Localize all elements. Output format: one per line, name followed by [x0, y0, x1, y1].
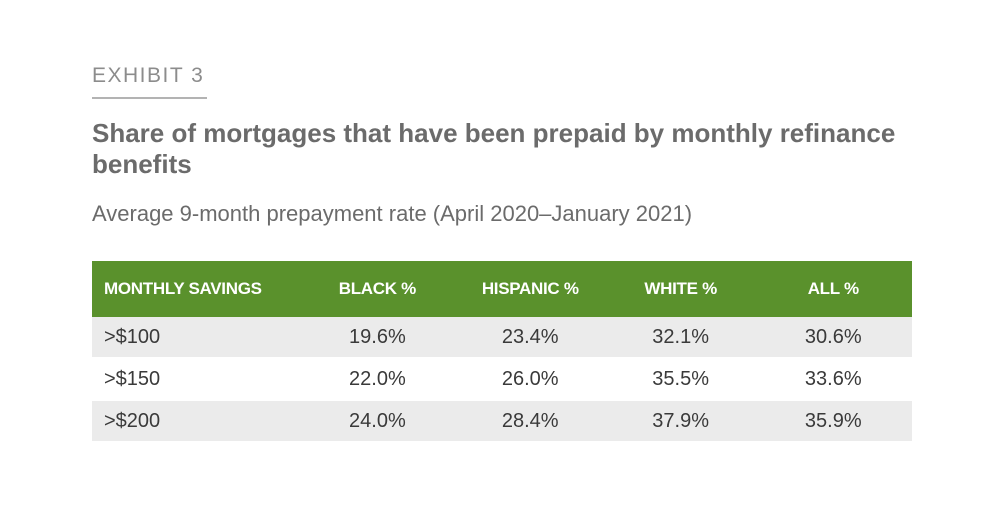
column-header-white: WHITE % — [606, 261, 755, 317]
table-cell: >$200 — [92, 401, 302, 441]
table-cell: 19.6% — [301, 317, 454, 357]
column-header-all: ALL % — [754, 261, 912, 317]
table-cell: 28.4% — [453, 401, 607, 441]
table-cell: 35.5% — [652, 367, 709, 390]
table-cell: 24.0% — [301, 401, 454, 441]
table-row: >$150 22.0% 26.0% 35.5% 33.6% — [92, 359, 912, 399]
table-cell: 37.9% — [606, 401, 755, 441]
table-row: >$100 19.6% 23.4% 32.1% 30.6% — [92, 317, 912, 357]
table-cell: >$100 — [92, 317, 302, 357]
table-cell: 33.6% — [804, 367, 862, 390]
table-cell: 30.6% — [754, 317, 912, 357]
data-table: MONTHLY SAVINGS BLACK % HISPANIC % WHITE… — [92, 261, 912, 441]
column-header-black: BLACK % — [301, 261, 454, 317]
chart-subtitle: Average 9-month prepayment rate (April 2… — [92, 201, 693, 226]
table-cell: 22.0% — [349, 367, 406, 390]
table-cell: 35.9% — [754, 401, 912, 441]
table-row: >$200 24.0% 28.4% 37.9% 35.9% — [92, 401, 912, 441]
chart-title: Share of mortgages that have been prepai… — [92, 118, 896, 179]
exhibit-label: EXHIBIT 3 — [92, 64, 205, 87]
table-cell: 26.0% — [501, 367, 559, 390]
column-header-monthly-savings: MONTHLY SAVINGS — [92, 261, 302, 317]
column-header-hispanic: HISPANIC % — [453, 261, 607, 317]
exhibit-underline — [92, 97, 207, 99]
table-cell: 23.4% — [453, 317, 607, 357]
table-cell: 32.1% — [606, 317, 755, 357]
table-header-row: MONTHLY SAVINGS BLACK % HISPANIC % WHITE… — [92, 261, 912, 317]
table-cell: >$150 — [104, 367, 161, 390]
